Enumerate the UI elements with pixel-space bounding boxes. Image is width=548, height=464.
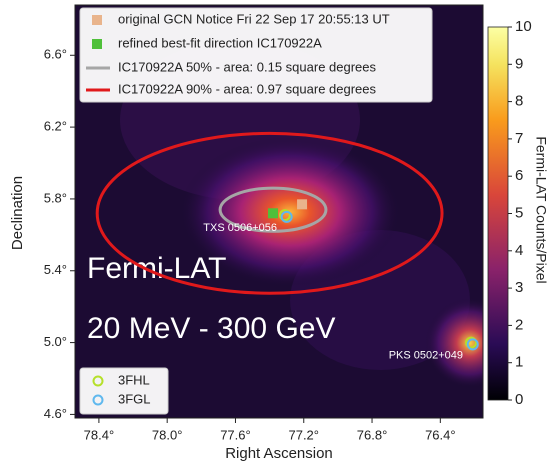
x-tick-label: 77.6° — [220, 427, 251, 442]
colorbar-tick-label: 3 — [515, 279, 523, 296]
colorbar-tick-label: 4 — [515, 242, 523, 259]
colorbar-tick-label: 2 — [515, 316, 523, 333]
colorbar — [488, 27, 508, 400]
legend-marker — [92, 15, 102, 25]
colorbar-tick-label: 10 — [515, 18, 532, 35]
legend-label: IC170922A 50% - area: 0.15 square degree… — [118, 59, 377, 74]
legend-label: IC170922A 90% - area: 0.97 square degree… — [118, 81, 377, 96]
x-tick-label: 76.8° — [357, 427, 388, 442]
colorbar-tick-label: 6 — [515, 167, 523, 184]
y-tick-label: 5.4° — [44, 262, 67, 277]
y-tick-label: 5.0° — [44, 334, 67, 349]
x-tick-label: 76.4° — [425, 427, 456, 442]
colorbar-tick-label: 5 — [515, 204, 523, 221]
data-point — [268, 208, 278, 218]
source-label: PKS 0502+049 — [389, 349, 463, 361]
colorbar-tick-label: 1 — [515, 354, 523, 371]
legend-label: 3FGL — [118, 391, 151, 406]
y-tick-label: 6.2° — [44, 119, 67, 134]
x-tick-label: 78.0° — [152, 427, 183, 442]
colorbar-label: Fermi-LAT Counts/Pixel — [533, 136, 548, 283]
legend-marker — [92, 39, 102, 49]
colorbar-tick-label: 0 — [515, 391, 523, 408]
y-tick-label: 6.6° — [44, 47, 67, 62]
chart: Fermi-LAT 20 MeV - 300 GeV Right Ascensi… — [0, 0, 548, 464]
legend-label: 3FHL — [118, 372, 150, 387]
colorbar-tick-label: 7 — [515, 130, 523, 147]
source-label: TXS 0506+056 — [203, 222, 277, 234]
annotation: 20 MeV - 300 GeV — [87, 312, 335, 345]
x-tick-label: 78.4° — [84, 427, 115, 442]
legend-label: original GCN Notice Fri 22 Sep 17 20:55:… — [118, 11, 390, 26]
annotation: Fermi-LAT — [87, 252, 226, 285]
y-tick-label: 5.8° — [44, 190, 67, 205]
x-axis-label: Right Ascension — [225, 445, 333, 462]
y-axis-label: Declination — [9, 176, 26, 250]
y-tick-label: 4.6° — [44, 406, 67, 421]
colorbar-tick-label: 8 — [515, 93, 523, 110]
data-point — [297, 199, 307, 209]
x-tick-label: 77.2° — [288, 427, 319, 442]
legend-label: refined best-fit direction IC170922A — [118, 35, 322, 50]
colorbar-tick-label: 9 — [515, 55, 523, 72]
